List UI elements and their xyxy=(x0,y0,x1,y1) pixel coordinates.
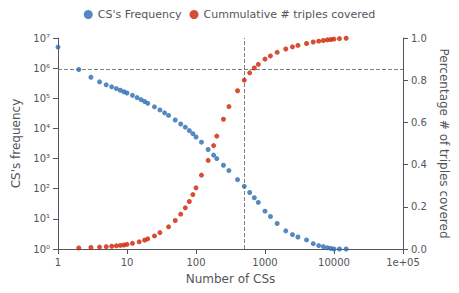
svg-text:0.6: 0.6 xyxy=(411,117,427,128)
svg-text:1: 1 xyxy=(55,257,61,268)
svg-text:0.8: 0.8 xyxy=(411,75,427,86)
svg-text:10000: 10000 xyxy=(318,257,350,268)
svg-text:Percentage # of triples covere: Percentage # of triples covered xyxy=(437,48,451,238)
svg-text:10⁶: 10⁶ xyxy=(33,63,50,74)
svg-text:10⁴: 10⁴ xyxy=(33,123,50,134)
svg-text:1e+05: 1e+05 xyxy=(386,257,420,268)
svg-text:10⁷: 10⁷ xyxy=(33,33,50,44)
svg-text:10²: 10² xyxy=(33,183,50,194)
svg-text:100: 100 xyxy=(186,257,205,268)
svg-text:10: 10 xyxy=(121,257,134,268)
svg-text:CS's Frequency: CS's Frequency xyxy=(98,8,182,21)
svg-text:10¹: 10¹ xyxy=(33,213,50,224)
svg-text:10⁰: 10⁰ xyxy=(33,244,50,255)
svg-text:1.0: 1.0 xyxy=(411,33,427,44)
svg-text:0.4: 0.4 xyxy=(411,159,427,170)
svg-text:0.0: 0.0 xyxy=(411,244,427,255)
svg-text:CS's frequency: CS's frequency xyxy=(9,99,23,189)
svg-text:10³: 10³ xyxy=(33,153,50,164)
svg-text:1000: 1000 xyxy=(252,257,277,268)
svg-text:10⁵: 10⁵ xyxy=(33,93,50,104)
svg-text:Cummulative # triples covered: Cummulative # triples covered xyxy=(204,8,376,21)
svg-text:0.2: 0.2 xyxy=(411,201,427,212)
svg-text:Number of CSs: Number of CSs xyxy=(186,272,276,286)
